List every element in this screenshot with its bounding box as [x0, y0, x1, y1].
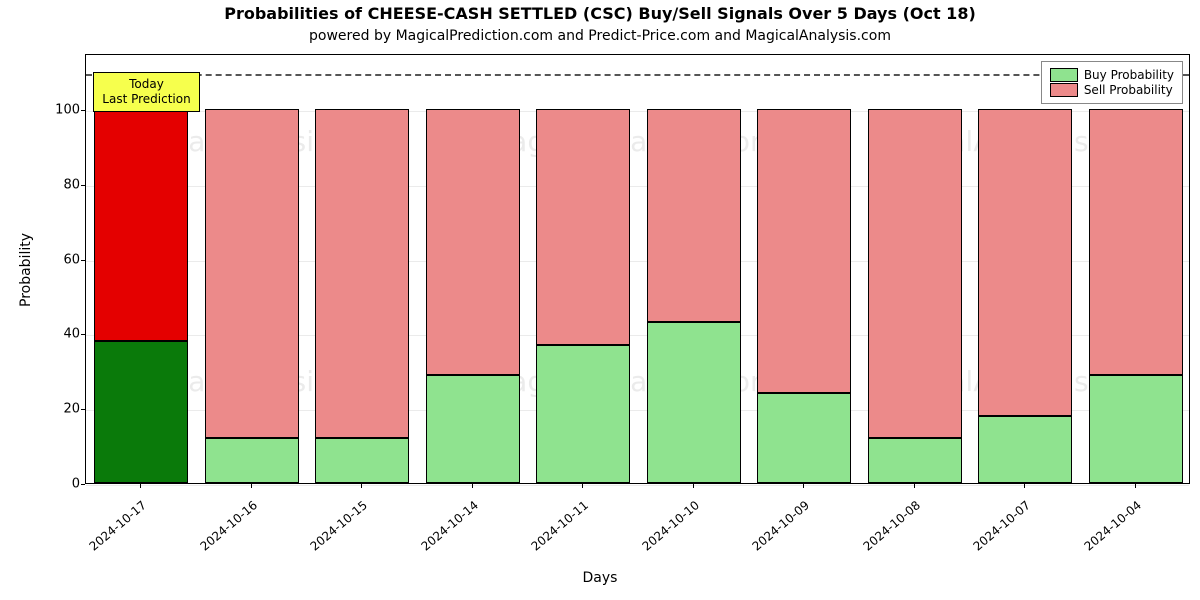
x-tick-label: 2024-10-17 — [56, 498, 149, 579]
bar-sell — [1089, 109, 1183, 374]
today-annotation: TodayLast Prediction — [93, 72, 199, 112]
bar — [647, 109, 741, 483]
bar — [205, 109, 299, 483]
y-tick-label: 80 — [40, 177, 80, 192]
plot-area: MagicalAnalysis.com MagicalAnalysis.com … — [85, 54, 1190, 484]
bar — [757, 109, 851, 483]
bar — [1089, 109, 1183, 483]
legend-item-buy: Buy Probability — [1050, 68, 1174, 82]
bar-buy — [94, 341, 188, 483]
legend-label-sell: Sell Probability — [1084, 83, 1173, 97]
chart-frame: { "title": "Probabilities of CHEESE-CASH… — [0, 0, 1200, 600]
bar — [315, 109, 409, 483]
bar-buy — [978, 416, 1072, 483]
bar — [868, 109, 962, 483]
x-tick-label: 2024-10-14 — [387, 498, 480, 579]
today-line2: Last Prediction — [102, 92, 190, 107]
chart-subtitle: powered by MagicalPrediction.com and Pre… — [0, 28, 1200, 44]
bar-buy — [868, 438, 962, 483]
bar-buy — [647, 322, 741, 483]
bar-buy — [536, 345, 630, 483]
bar-sell — [94, 109, 188, 341]
bar-sell — [757, 109, 851, 393]
y-tick-label: 20 — [40, 402, 80, 417]
y-axis-label: Probability — [18, 233, 34, 307]
bar-sell — [647, 109, 741, 322]
x-tick-label: 2024-10-11 — [498, 498, 591, 579]
y-tick-label: 100 — [40, 103, 80, 118]
reference-line — [86, 74, 1189, 76]
y-tick-label: 40 — [40, 327, 80, 342]
bar-buy — [205, 438, 299, 483]
x-tick-label: 2024-10-08 — [829, 498, 922, 579]
bar-buy — [1089, 375, 1183, 483]
chart-title: Probabilities of CHEESE-CASH SETTLED (CS… — [0, 4, 1200, 23]
bar-sell — [315, 109, 409, 438]
bar-buy — [426, 375, 520, 483]
bar-sell — [536, 109, 630, 345]
bar — [536, 109, 630, 483]
legend-item-sell: Sell Probability — [1050, 83, 1174, 97]
bar-sell — [868, 109, 962, 438]
x-tick-label: 2024-10-04 — [1050, 498, 1143, 579]
x-tick-label: 2024-10-16 — [166, 498, 259, 579]
y-tick-label: 0 — [40, 477, 80, 492]
x-tick-label: 2024-10-09 — [719, 498, 812, 579]
today-line1: Today — [102, 77, 190, 92]
bar-sell — [426, 109, 520, 374]
y-tick-label: 60 — [40, 252, 80, 267]
bar — [978, 109, 1072, 483]
x-tick-label: 2024-10-15 — [277, 498, 370, 579]
legend: Buy Probability Sell Probability — [1041, 61, 1183, 104]
bar-sell — [978, 109, 1072, 416]
bar — [426, 109, 520, 483]
plot-inner: MagicalAnalysis.com MagicalAnalysis.com … — [86, 55, 1189, 483]
legend-swatch-sell — [1050, 83, 1078, 97]
bar-buy — [315, 438, 409, 483]
legend-swatch-buy — [1050, 68, 1078, 82]
bar-sell — [205, 109, 299, 438]
bar-buy — [757, 393, 851, 483]
x-tick-label: 2024-10-07 — [940, 498, 1033, 579]
x-tick-label: 2024-10-10 — [608, 498, 701, 579]
legend-label-buy: Buy Probability — [1084, 68, 1174, 82]
bar — [94, 109, 188, 483]
